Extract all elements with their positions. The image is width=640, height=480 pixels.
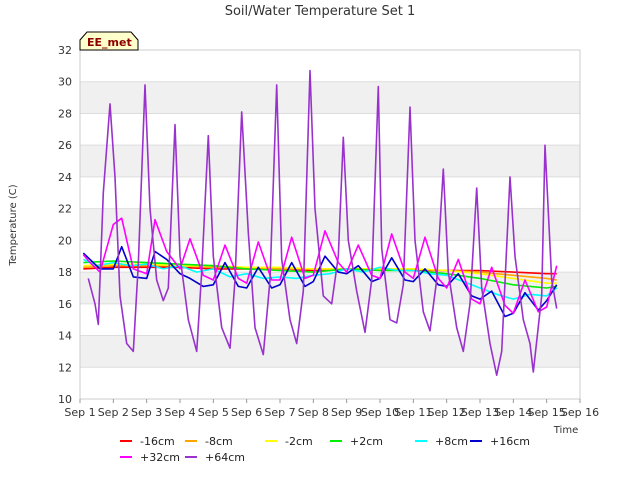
y-tick-label: 10 (58, 393, 72, 406)
series-line-64cm (87, 69, 558, 377)
x-tick-label: Sep 1 (64, 406, 95, 419)
x-tick-label: Sep 13 (461, 406, 499, 419)
x-tick-label: Sep 7 (264, 406, 295, 419)
y-axis-title: Temperature (C) (8, 184, 19, 266)
legend: -16cm -8cm -2cm +2cm +8cm +16cm +32cm +64cm (120, 435, 530, 464)
x-tick-label: Sep 6 (231, 406, 262, 419)
x-axis-title: Time (553, 425, 578, 436)
y-tick-label: 12 (58, 361, 72, 374)
series-lines (82, 69, 558, 377)
x-tick-label: Sep 11 (394, 406, 432, 419)
x-tick-label: Sep 4 (164, 406, 195, 419)
legend-label: +32cm (140, 451, 180, 464)
grid-band (80, 81, 580, 114)
x-tick-label: Sep 15 (528, 406, 566, 419)
series-line-2cm (83, 263, 557, 285)
grid-band (80, 335, 580, 368)
legend-label: +2cm (350, 435, 383, 448)
y-tick-label: 16 (58, 298, 72, 311)
y-tick-label: 24 (58, 171, 72, 184)
x-tick-label: Sep 2 (98, 406, 129, 419)
x-tick-label: Sep 10 (361, 406, 399, 419)
legend-label: -16cm (140, 435, 175, 448)
station-badge-label: EE_met (87, 36, 132, 49)
y-tick-label: 18 (58, 266, 72, 279)
x-tick-label: Sep 8 (298, 406, 329, 419)
legend-label: -8cm (205, 435, 233, 448)
y-tick-label: 26 (58, 139, 72, 152)
x-tick-label: Sep 5 (198, 406, 229, 419)
y-tick-label: 32 (58, 44, 72, 57)
plot-frame (79, 49, 581, 400)
x-tick-label: Sep 12 (428, 406, 466, 419)
grid-band (80, 145, 580, 177)
station-badge: EE_met (79, 31, 139, 51)
grid-band (80, 208, 580, 241)
x-tick-label: Sep 16 (561, 406, 599, 419)
y-tick-label: 28 (58, 107, 72, 120)
legend-label: +16cm (490, 435, 530, 448)
legend-label: -2cm (285, 435, 313, 448)
y-tick-label: 14 (58, 330, 72, 343)
x-tick-label: Sep 9 (331, 406, 362, 419)
legend-label: +64cm (205, 451, 245, 464)
y-tick-label: 30 (58, 76, 72, 89)
y-axis-ticks: 10 12 14 16 18 20 22 24 26 28 30 32 (58, 44, 72, 406)
y-tick-label: 20 (58, 234, 72, 247)
x-tick-label: Sep 14 (494, 406, 532, 419)
y-tick-label: 22 (58, 203, 72, 216)
series-line-16cm (82, 245, 558, 318)
x-tick-label: Sep 3 (131, 406, 162, 419)
chart-title: Soil/Water Temperature Set 1 (225, 4, 416, 19)
legend-label: +8cm (435, 435, 468, 448)
x-axis-ticks: Sep 1 Sep 2 Sep 3 Sep 4 Sep 5 Sep 6 Sep 7 Sep 8… (64, 399, 599, 419)
